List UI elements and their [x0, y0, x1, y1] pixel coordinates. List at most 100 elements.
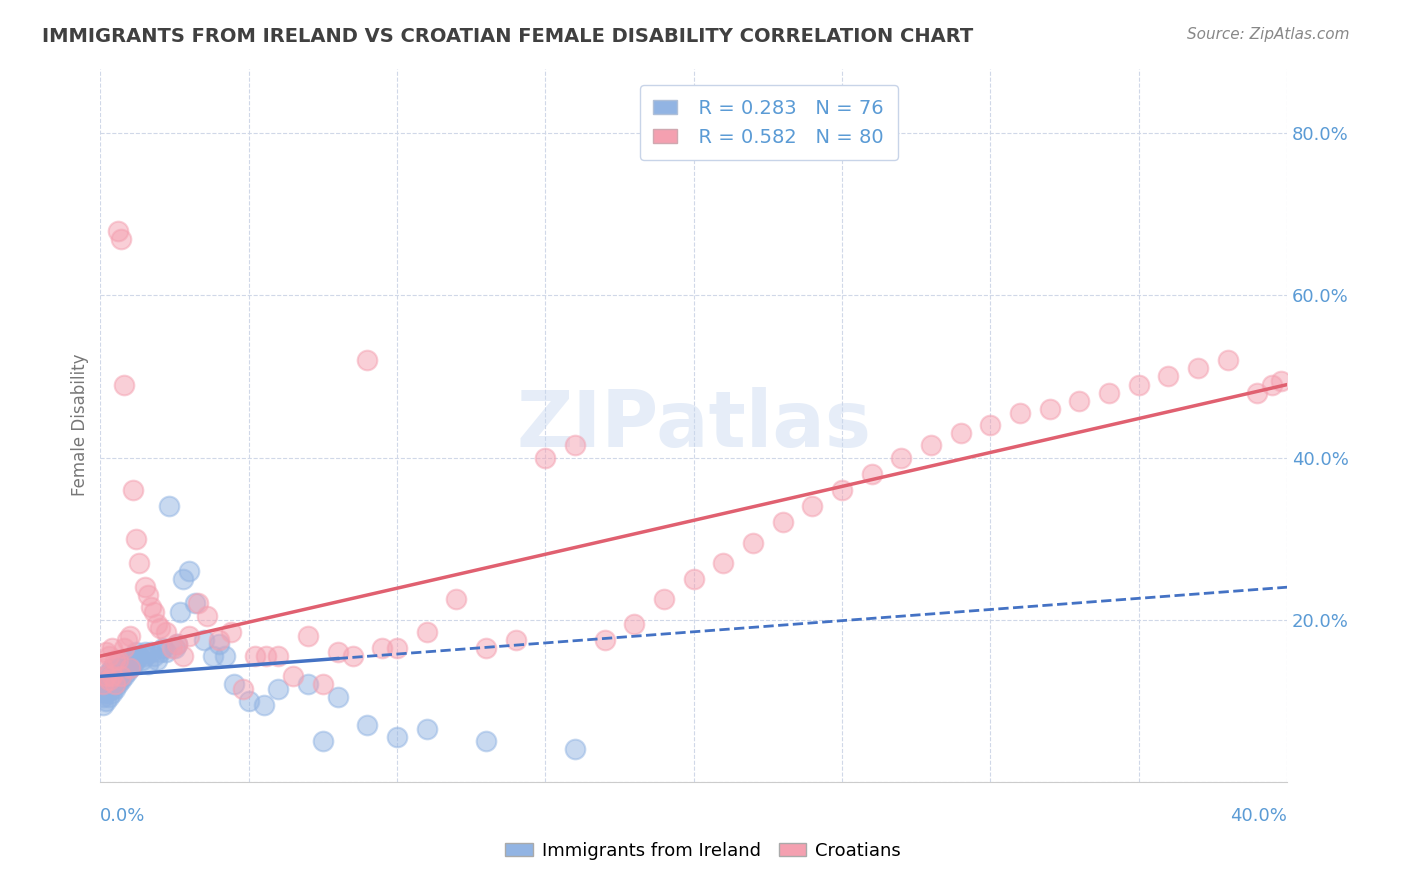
Point: [385, 640, 408, 655]
Point: [112, 669, 135, 683]
Point: [96, 673, 118, 688]
Point: [134, 645, 156, 659]
Point: [283, 669, 305, 683]
Point: [564, 438, 586, 452]
Text: IMMIGRANTS FROM IRELAND VS CROATIAN FEMALE DISABILITY CORRELATION CHART: IMMIGRANTS FROM IRELAND VS CROATIAN FEMA…: [42, 27, 973, 45]
Point: [1128, 377, 1150, 392]
Point: [475, 734, 498, 748]
Text: 0.0%: 0.0%: [100, 807, 146, 825]
Point: [110, 669, 132, 683]
Point: [172, 649, 194, 664]
Point: [107, 653, 129, 667]
Point: [101, 685, 124, 699]
Point: [1270, 374, 1292, 388]
Point: [920, 438, 942, 452]
Point: [202, 649, 225, 664]
Point: [115, 632, 138, 647]
Point: [107, 673, 129, 688]
Point: [134, 649, 156, 664]
Point: [98, 690, 121, 704]
Point: [145, 616, 167, 631]
Point: [415, 624, 437, 639]
Point: [122, 657, 145, 672]
Point: [110, 661, 132, 675]
Point: [125, 653, 148, 667]
Point: [505, 632, 527, 647]
Point: [157, 499, 180, 513]
Point: [267, 681, 290, 696]
Point: [1261, 377, 1284, 392]
Point: [107, 665, 129, 680]
Point: [193, 632, 215, 647]
Point: [91, 681, 114, 696]
Point: [118, 629, 141, 643]
Text: ZIPatlas: ZIPatlas: [516, 387, 872, 463]
Point: [101, 640, 124, 655]
Point: [112, 661, 135, 675]
Point: [110, 673, 132, 688]
Point: [96, 645, 118, 659]
Point: [252, 698, 274, 712]
Point: [139, 645, 162, 659]
Point: [297, 677, 319, 691]
Legend: Immigrants from Ireland, Croatians: Immigrants from Ireland, Croatians: [498, 835, 908, 867]
Point: [112, 653, 135, 667]
Point: [96, 669, 118, 683]
Point: [104, 653, 127, 667]
Point: [115, 665, 138, 680]
Point: [96, 685, 118, 699]
Point: [98, 681, 121, 696]
Point: [342, 649, 364, 664]
Point: [1098, 385, 1121, 400]
Point: [166, 637, 188, 651]
Point: [475, 640, 498, 655]
Point: [169, 605, 191, 619]
Point: [1069, 393, 1091, 408]
Point: [356, 353, 378, 368]
Point: [112, 640, 135, 655]
Point: [91, 698, 114, 712]
Point: [979, 418, 1001, 433]
Point: [118, 661, 141, 675]
Y-axis label: Female Disability: Female Disability: [72, 354, 89, 496]
Point: [1187, 361, 1209, 376]
Point: [172, 572, 194, 586]
Point: [91, 661, 114, 675]
Point: [356, 718, 378, 732]
Point: [136, 657, 159, 672]
Point: [890, 450, 912, 465]
Point: [101, 669, 124, 683]
Point: [125, 645, 148, 659]
Point: [128, 649, 150, 664]
Point: [101, 673, 124, 688]
Point: [104, 661, 127, 675]
Point: [110, 669, 132, 683]
Point: [446, 592, 468, 607]
Point: [125, 532, 148, 546]
Point: [112, 377, 135, 392]
Point: [214, 649, 236, 664]
Point: [312, 677, 335, 691]
Point: [564, 742, 586, 756]
Point: [139, 600, 162, 615]
Point: [222, 677, 245, 691]
Point: [115, 657, 138, 672]
Text: 40.0%: 40.0%: [1230, 807, 1286, 825]
Point: [179, 564, 201, 578]
Point: [91, 690, 114, 704]
Point: [184, 596, 207, 610]
Point: [149, 645, 172, 659]
Point: [1010, 406, 1032, 420]
Point: [98, 665, 121, 680]
Point: [98, 673, 121, 688]
Point: [238, 693, 260, 707]
Legend:   R = 0.283   N = 76,   R = 0.582   N = 80: R = 0.283 N = 76, R = 0.582 N = 80: [640, 86, 897, 161]
Point: [208, 632, 231, 647]
Point: [682, 572, 704, 586]
Point: [107, 677, 129, 691]
Point: [256, 649, 278, 664]
Point: [96, 693, 118, 707]
Point: [96, 669, 118, 683]
Point: [593, 632, 616, 647]
Point: [949, 426, 972, 441]
